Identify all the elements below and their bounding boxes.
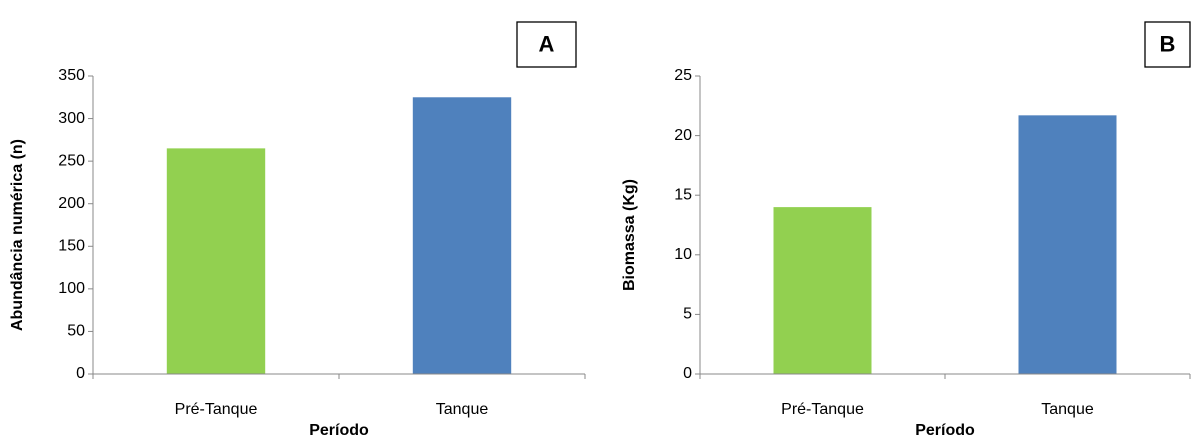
x-tick-label: Tanque [436, 401, 489, 418]
y-tick-label: 300 [58, 110, 85, 127]
y-tick-label: 10 [674, 246, 692, 263]
y-axis-title: Biomassa (Kg) [621, 179, 638, 291]
x-axis-title: Período [915, 422, 975, 439]
bar [773, 207, 872, 374]
x-tick-label: Pré-Tanque [781, 401, 864, 418]
y-tick-label: 250 [58, 152, 85, 169]
y-tick-label: 5 [683, 306, 692, 323]
y-tick-label: 20 [674, 127, 692, 144]
y-tick-label: 350 [58, 67, 85, 84]
y-tick-label: 50 [67, 323, 85, 340]
bar [412, 97, 512, 375]
x-tick-label: Tanque [1041, 401, 1094, 418]
y-tick-label: 150 [58, 238, 85, 255]
y-tick-label: 0 [76, 365, 85, 382]
y-tick-label: 100 [58, 280, 85, 297]
y-axis-title: Abundância numérica (n) [9, 139, 26, 331]
y-tick-label: 25 [674, 67, 692, 84]
bar [166, 148, 266, 374]
panel-box [1144, 21, 1191, 68]
y-tick-label: 0 [683, 365, 692, 382]
bar [1018, 115, 1117, 374]
x-tick-label: Pré-Tanque [175, 401, 258, 418]
panel-box [516, 21, 577, 68]
panel-label: A [539, 31, 555, 56]
y-tick-label: 200 [58, 195, 85, 212]
panel-label: B [1160, 31, 1176, 56]
y-tick-label: 15 [674, 186, 692, 203]
x-axis-title: Período [309, 422, 369, 439]
